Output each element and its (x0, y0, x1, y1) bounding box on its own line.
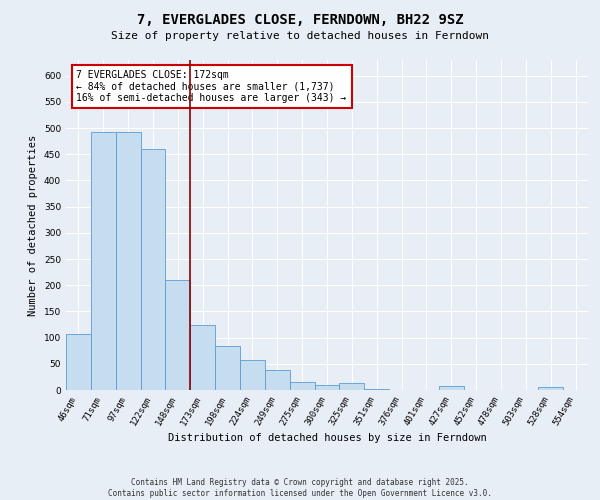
Y-axis label: Number of detached properties: Number of detached properties (28, 134, 38, 316)
Bar (166, 280, 190, 390)
Bar (340, 383, 364, 390)
Bar (265, 370, 290, 390)
Text: Size of property relative to detached houses in Ferndown: Size of property relative to detached ho… (111, 31, 489, 41)
Bar (364, 389, 389, 390)
Bar (314, 385, 340, 390)
X-axis label: Distribution of detached houses by size in Ferndown: Distribution of detached houses by size … (167, 433, 487, 443)
Bar (190, 324, 215, 390)
Bar (116, 132, 140, 390)
Text: 7 EVERGLADES CLOSE: 172sqm
← 84% of detached houses are smaller (1,737)
16% of s: 7 EVERGLADES CLOSE: 172sqm ← 84% of deta… (76, 70, 347, 103)
Text: Contains HM Land Registry data © Crown copyright and database right 2025.
Contai: Contains HM Land Registry data © Crown c… (108, 478, 492, 498)
Bar (439, 386, 464, 390)
Bar (240, 360, 265, 390)
Bar (215, 346, 240, 390)
Bar (538, 387, 563, 390)
Bar (140, 149, 166, 390)
Text: 7, EVERGLADES CLOSE, FERNDOWN, BH22 9SZ: 7, EVERGLADES CLOSE, FERNDOWN, BH22 9SZ (137, 12, 463, 26)
Bar (66, 334, 91, 390)
Bar (290, 382, 314, 390)
Bar (91, 132, 116, 390)
